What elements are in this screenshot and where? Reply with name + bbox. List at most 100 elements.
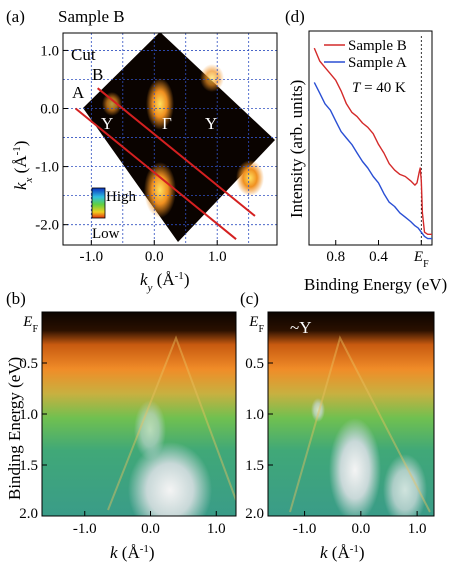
panel-a-ylabel: kx (Å-1): [11, 141, 35, 190]
panel-d-xlabel: Binding Energy (eV): [304, 275, 447, 294]
panel-d-temperature-t: T: [352, 80, 362, 96]
panel-c-band-right: [383, 454, 427, 516]
panel-a-xlabel-close: ): [184, 270, 190, 289]
panel-b-ytick-ef-main: E: [22, 314, 32, 330]
panel-d-xtick-ef-sub: F: [423, 259, 429, 270]
panel-c-xlabel-unit: (Å: [328, 543, 351, 562]
panel-c: (c) -1.0 0.0 1.0 EF 0.5 1.0 1.5 2.0 ~Y k (Å-1): [240, 289, 435, 562]
panel-a-colorbar-low: Low: [92, 226, 120, 242]
panel-d-frame: [308, 30, 433, 246]
panel-a-ylabel-exp: -1: [11, 146, 23, 155]
panel-c-xtick-label-2: 1.0: [408, 521, 427, 537]
panel-c-annotation: ~Y: [290, 318, 311, 337]
panel-a-ylabel-close: ): [11, 141, 30, 147]
panel-c-xtick-label-1: 0.0: [351, 521, 370, 537]
panel-a: (a) Sample B -1.0 0.0 1.0 1.0 0.0 -1.0 -2.0 Cu…: [6, 7, 278, 294]
panel-b-ytick-label-0: EF: [22, 314, 38, 335]
panel-d: (d) 0.8 0.4 EF Sample B Sample A T = 40 K …: [285, 7, 447, 294]
panel-a-xlabel-sub: y: [147, 282, 153, 294]
panel-a-colorbar: [91, 187, 106, 219]
panel-a-band-bottom: [144, 162, 176, 218]
panel-a-ytick-label-0: 1.0: [40, 43, 59, 59]
panel-a-point-y-right: Y: [205, 114, 217, 133]
panel-c-band-center: [329, 418, 381, 516]
panel-d-line-sample-b: [313, 47, 432, 236]
panel-a-point-y-left: Y: [101, 114, 113, 133]
panel-a-band-right: [236, 160, 264, 196]
panel-d-xtick-ef-main: E: [413, 249, 423, 265]
panel-c-xtick-label-0: -1.0: [293, 521, 317, 537]
panel-a-ticks: -1.0 0.0 1.0 1.0 0.0 -1.0 -2.0: [35, 43, 226, 265]
panel-b-band-deep: [128, 442, 212, 516]
panel-a-xlabel-k: k: [140, 270, 148, 289]
panel-c-ytick-label-2: 1.0: [245, 407, 264, 423]
panel-b-label: (b): [6, 289, 26, 308]
panel-a-ylabel-sub: x: [23, 177, 35, 183]
panel-b: (b) -1.0 0.0 1.0 EF 0.5 1.0 1.5 2.0 k (Å-1) Bin…: [5, 289, 237, 562]
panel-b-xtick-label-1: 0.0: [141, 521, 160, 537]
panel-d-temperature-value: = 40 K: [360, 80, 406, 96]
panel-c-ytick-label-4: 2.0: [245, 506, 264, 522]
panel-b-map: [42, 312, 236, 516]
panel-c-xlabel-close: ): [359, 543, 365, 562]
panel-a-cut-name-b: B: [92, 65, 103, 84]
panel-d-ylabel: Intensity (arb. units): [287, 80, 306, 218]
panel-b-ticks: -1.0 0.0 1.0 EF 0.5 1.0 1.5 2.0: [19, 311, 226, 537]
panel-d-line-sample-a: [313, 82, 432, 240]
panel-c-ticks: -1.0 0.0 1.0 EF 0.5 1.0 1.5 2.0: [245, 311, 427, 537]
panel-c-ytick-label-1: 0.5: [245, 356, 264, 372]
panel-b-ytick-label-2: 1.0: [19, 407, 38, 423]
panel-d-series: [313, 47, 432, 240]
panel-b-ytick-label-4: 2.0: [19, 506, 38, 522]
panel-c-ytick-label-0: EF: [248, 314, 264, 335]
panel-b-xlabel-close: ): [149, 543, 155, 562]
panel-b-xlabel-k: k: [110, 543, 118, 562]
panel-a-point-gamma: Γ: [162, 114, 172, 133]
panel-a-ytick-label-3: -2.0: [35, 218, 59, 234]
panel-b-xlabel: k (Å-1): [110, 543, 155, 562]
panel-a-xtick-label-1: 0.0: [145, 249, 164, 265]
panel-d-xtick-label-1: 0.4: [369, 249, 388, 265]
panel-a-xtick-label-2: 1.0: [208, 249, 227, 265]
panel-b-xtick-label-2: 1.0: [207, 521, 226, 537]
panel-c-ytick-label-3: 1.5: [245, 458, 264, 474]
panel-b-xlabel-exp: -1: [140, 543, 149, 555]
panel-b-ylabel: Binding Energy (eV): [5, 357, 24, 500]
panel-a-band-left: [102, 92, 122, 116]
panel-a-colorbar-high: High: [106, 189, 137, 205]
panel-d-xtick-label-2: EF: [413, 249, 429, 270]
panel-c-map: [268, 312, 434, 516]
panel-d-xtick-label-0: 0.8: [326, 249, 345, 265]
panel-b-xtick-label-0: -1.0: [73, 521, 97, 537]
panel-c-band-left: [311, 398, 325, 422]
panel-a-ytick-label-2: -1.0: [35, 160, 59, 176]
panel-a-xlabel: ky (Å-1): [140, 270, 189, 294]
panel-c-xlabel-exp: -1: [350, 543, 359, 555]
panel-d-ticks: 0.8 0.4 EF: [326, 240, 429, 270]
panel-a-xlabel-unit: (Å: [152, 270, 175, 289]
panel-a-cut-line-b: [96, 87, 256, 217]
panel-b-band-mid: [134, 400, 166, 460]
panel-a-cuts: [74, 87, 256, 240]
panel-a-title: Sample B: [58, 7, 125, 26]
panel-c-label: (c): [240, 289, 259, 308]
panel-d-temperature: T = 40 K: [352, 80, 406, 96]
panel-a-xlabel-exp: -1: [175, 270, 184, 282]
panel-a-band-upper-right: [200, 64, 224, 92]
panel-a-cut-label: Cut: [71, 45, 96, 64]
panel-a-cut-name-a: A: [72, 83, 85, 102]
panel-a-frame: [62, 32, 278, 246]
panel-a-band-top: [146, 78, 174, 130]
panel-c-ytick-ef-main: E: [248, 314, 258, 330]
panel-c-ytick-ef-sub: F: [258, 324, 264, 335]
panel-b-ytick-ef-sub: F: [32, 324, 38, 335]
panel-a-ylabel-k: k: [11, 182, 30, 190]
panel-a-ytick-label-1: 0.0: [40, 102, 59, 118]
panel-a-ylabel-unit: (Å: [11, 155, 30, 178]
panel-b-dispersion: [107, 335, 236, 511]
panel-c-xlabel: k (Å-1): [320, 543, 365, 562]
panel-a-xtick-label-0: -1.0: [79, 249, 103, 265]
panel-d-legend-b: Sample B: [348, 38, 407, 54]
panel-c-dispersion: [289, 335, 431, 513]
